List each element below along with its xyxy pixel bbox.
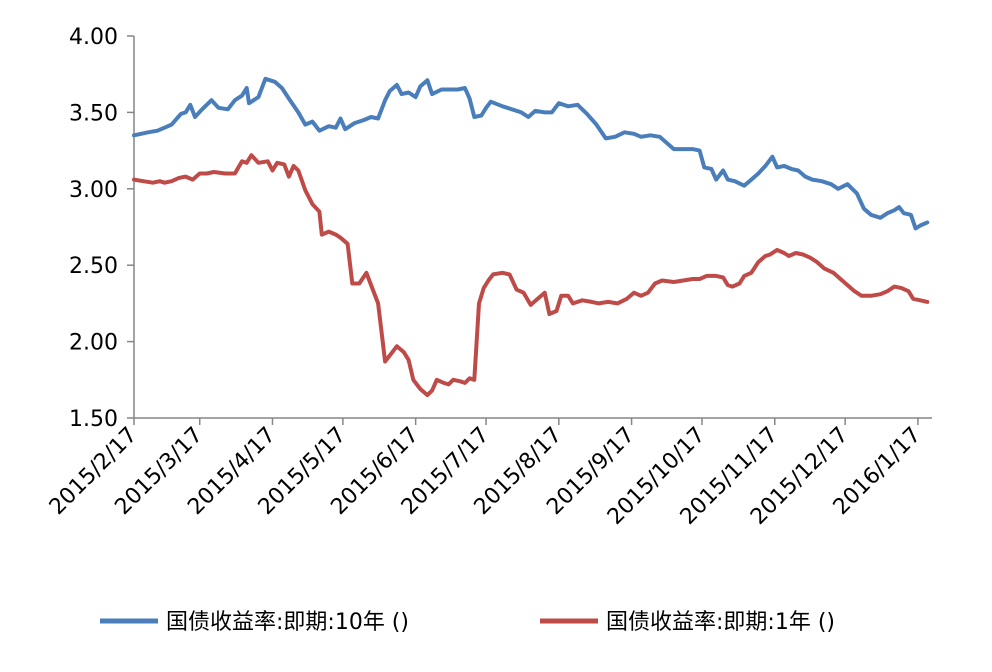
- y-tick-label: 3.50: [69, 101, 118, 126]
- legend-item-10y: 国债收益率:即期:10年 (): [100, 610, 409, 635]
- series-line-1y: [132, 153, 930, 398]
- legend-label-10y: 国债收益率:即期:10年 (): [166, 610, 409, 635]
- legend: 国债收益率:即期:10年 () 国债收益率:即期:1年 (): [100, 610, 835, 635]
- x-axis: 2015/2/172015/3/172015/4/172015/5/172015…: [45, 417, 932, 530]
- y-tick-label: 2.50: [69, 254, 118, 279]
- y-tick-label: 2.00: [69, 331, 118, 356]
- legend-label-1y: 国债收益率:即期:1年 (): [606, 610, 835, 635]
- series-line-10y: [132, 76, 930, 231]
- y-axis: 4.00 3.50 3.00 2.50 2.00 1.50: [69, 25, 135, 432]
- series-layer: [132, 76, 930, 398]
- y-tick-label: 1.50: [69, 407, 118, 432]
- y-tick-label: 3.00: [69, 178, 118, 203]
- y-tick-label: 4.00: [69, 25, 118, 50]
- legend-item-1y: 国债收益率:即期:1年 (): [540, 610, 835, 635]
